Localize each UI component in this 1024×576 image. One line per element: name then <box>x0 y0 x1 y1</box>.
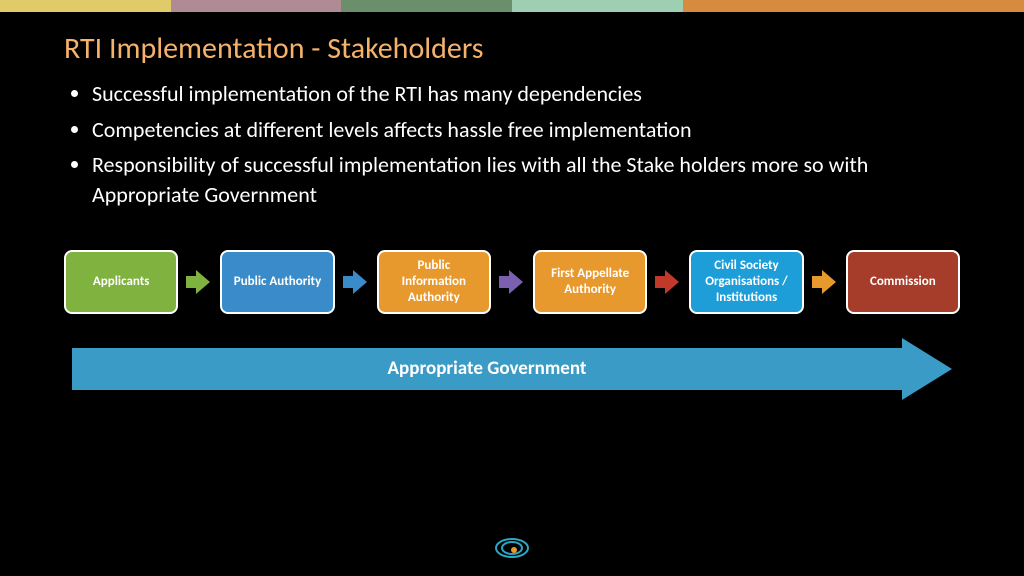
flow-arrow-icon <box>499 270 525 294</box>
flow-node-faa: First Appellate Authority <box>533 250 647 314</box>
topbar-seg-4 <box>512 0 683 12</box>
bullet-item: Successful implementation of the RTI has… <box>92 79 960 109</box>
bullet-list: Successful implementation of the RTI has… <box>64 79 960 210</box>
flow-arrow-icon <box>655 270 681 294</box>
topbar-seg-2 <box>171 0 342 12</box>
bullet-item: Responsibility of successful implementat… <box>92 150 960 209</box>
topbar-seg-6 <box>853 0 1024 12</box>
stakeholder-flow: Applicants Public Authority Public Infor… <box>64 250 960 314</box>
topbar-seg-1 <box>0 0 171 12</box>
big-arrow-bar: Appropriate Government <box>72 348 902 390</box>
flow-arrow-icon <box>186 270 212 294</box>
big-arrow-tip-icon <box>902 338 952 400</box>
bullet-item: Competencies at different levels affects… <box>92 115 960 145</box>
topbar-seg-3 <box>341 0 512 12</box>
appropriate-government-arrow: Appropriate Government <box>72 338 952 400</box>
flow-node-applicants: Applicants <box>64 250 178 314</box>
slide-content: RTI Implementation - Stakeholders Succes… <box>0 12 1024 400</box>
flow-arrow-icon <box>812 270 838 294</box>
flow-node-pio: Public Information Authority <box>377 250 491 314</box>
slide-title: RTI Implementation - Stakeholders <box>64 30 960 67</box>
top-color-bar <box>0 0 1024 12</box>
topbar-seg-5 <box>683 0 854 12</box>
flow-node-civil-society: Civil Society Organisations / Institutio… <box>689 250 803 314</box>
flow-arrow-icon <box>343 270 369 294</box>
big-arrow-label: Appropriate Government <box>388 357 587 380</box>
footer-logo-icon <box>494 537 530 564</box>
flow-node-public-authority: Public Authority <box>220 250 334 314</box>
flow-node-commission: Commission <box>846 250 960 314</box>
